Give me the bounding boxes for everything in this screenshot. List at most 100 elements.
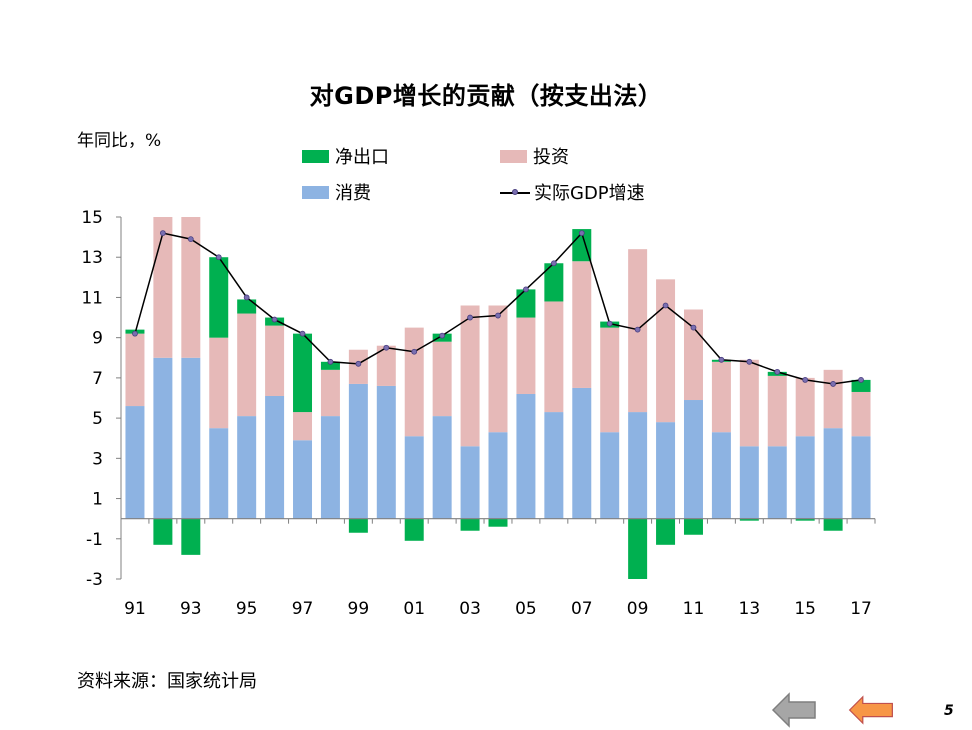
x-tick-label: 93	[180, 599, 202, 619]
legend-investment-label: 投资	[533, 147, 569, 168]
bar-investment	[851, 391, 871, 437]
bar-net-exports	[237, 299, 257, 314]
gdp-point	[718, 356, 725, 363]
legend-consumption-swatch	[302, 185, 329, 199]
gdp-point	[467, 314, 473, 321]
bar-investment	[739, 359, 759, 447]
source-note: 资料来源：国家统计局	[77, 671, 257, 692]
bar-investment	[293, 412, 313, 441]
y-tick-label: 1	[92, 490, 103, 510]
gdp-point	[159, 230, 166, 236]
gdp-point	[802, 376, 809, 383]
gdp-point	[495, 312, 501, 319]
x-tick-label: 09	[627, 599, 649, 619]
gdp-point	[634, 326, 641, 333]
bar-net-exports	[460, 518, 480, 531]
bar-consumption	[237, 416, 257, 519]
gdp-point	[187, 236, 194, 243]
bar-consumption	[432, 416, 452, 519]
x-tick-label: 15	[794, 599, 816, 619]
x-tick-label: 97	[292, 599, 314, 619]
bar-consumption	[125, 406, 145, 519]
bar-consumption	[320, 416, 340, 519]
bar-consumption	[265, 395, 285, 519]
bar-investment	[265, 325, 285, 396]
bar-consumption	[851, 436, 871, 519]
legend-gdp-label: 实际GDP增速	[534, 183, 645, 204]
bar-investment	[600, 327, 620, 433]
chart-title: 对GDP增长的贡献（按支出法）	[309, 82, 663, 110]
bar-investment	[711, 361, 731, 433]
legend-investment: 投资	[500, 143, 569, 169]
x-tick-label: 07	[571, 599, 593, 619]
gdp-point	[439, 332, 446, 339]
bar-net-exports	[348, 518, 368, 533]
bar-consumption	[683, 400, 703, 519]
bar-net-exports	[739, 518, 759, 521]
x-tick-label: 17	[850, 599, 872, 619]
bar-consumption	[767, 446, 787, 519]
bar-consumption	[739, 446, 759, 519]
gdp-point	[606, 320, 613, 327]
legend-net-exports-swatch	[302, 149, 329, 163]
y-tick-label: 11	[81, 288, 103, 308]
bar-investment	[460, 305, 480, 447]
gdp-point	[299, 330, 306, 337]
y-tick-label: 7	[92, 369, 103, 389]
bar-consumption	[209, 428, 229, 519]
legend-net-exports: 净出口	[302, 143, 389, 169]
bar-consumption	[711, 432, 731, 519]
bar-net-exports	[656, 518, 676, 545]
bar-investment	[376, 345, 396, 386]
x-tick-label: 13	[739, 599, 761, 619]
bar-net-exports	[209, 257, 229, 338]
bar-investment	[544, 301, 564, 413]
bar-net-exports	[181, 518, 201, 555]
bar-consumption	[460, 446, 480, 519]
bar-investment	[125, 333, 145, 407]
x-tick-label: 99	[348, 599, 370, 619]
back-arrow-icon[interactable]	[771, 690, 817, 730]
x-tick-label: 11	[683, 599, 705, 619]
gdp-point	[550, 260, 557, 267]
gdp-point	[132, 330, 138, 337]
y-tick-label: 15	[81, 208, 103, 228]
bar-investment	[823, 369, 843, 429]
gdp-point	[411, 348, 418, 355]
bar-investment	[320, 369, 340, 417]
bar-investment	[488, 305, 508, 433]
bar-consumption	[544, 412, 564, 519]
y-tick-label: 13	[81, 248, 103, 268]
bar-investment	[572, 261, 592, 388]
bar-investment	[767, 375, 787, 447]
y-tick-label: -3	[86, 570, 103, 590]
bar-investment	[404, 327, 424, 437]
bar-investment	[516, 317, 536, 394]
bar-consumption	[153, 357, 173, 519]
bar-consumption	[795, 436, 815, 519]
bar-net-exports	[320, 361, 340, 370]
x-tick-label: 03	[459, 599, 481, 619]
bar-net-exports	[293, 333, 313, 413]
y-tick-label: 5	[92, 409, 103, 429]
bar-net-exports	[683, 518, 703, 535]
bar-investment	[181, 217, 201, 358]
bar-investment	[348, 349, 368, 384]
bar-consumption	[656, 422, 676, 519]
gdp-point	[578, 230, 585, 236]
gdp-point	[355, 360, 362, 367]
x-tick-label: 91	[124, 599, 146, 619]
bar-net-exports	[404, 518, 424, 541]
bar-net-exports	[516, 289, 536, 318]
forward-arrow-icon[interactable]	[848, 690, 894, 730]
bar-investment	[432, 341, 452, 417]
bar-net-exports	[851, 379, 871, 392]
bar-investment	[795, 377, 815, 437]
bar-consumption	[516, 393, 536, 519]
bar-consumption	[376, 385, 396, 519]
gdp-point	[858, 376, 864, 383]
y-tick-label: -1	[86, 530, 103, 550]
y-axis-label: 年同比，%	[77, 131, 162, 151]
y-tick-label: 9	[92, 329, 103, 349]
